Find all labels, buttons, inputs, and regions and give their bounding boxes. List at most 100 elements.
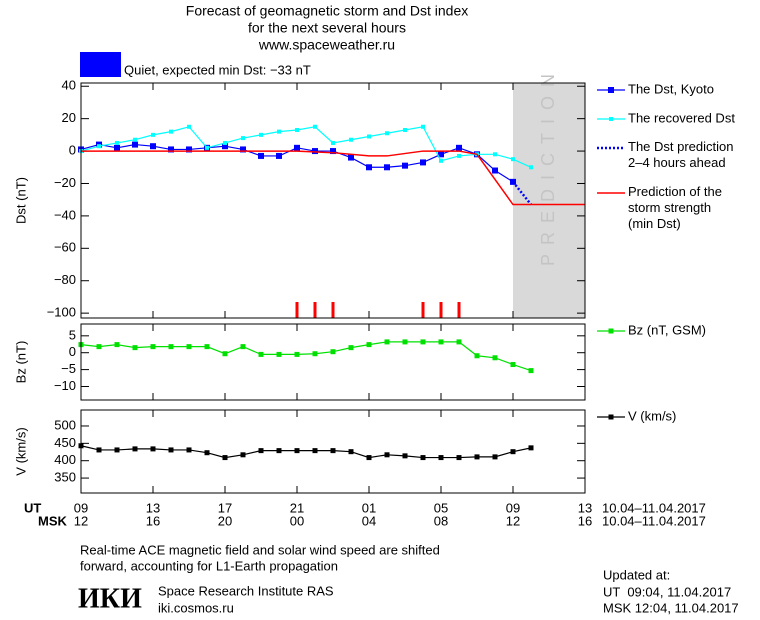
legend-label: Bz (nT, GSM): [628, 322, 706, 337]
y-tick-label: −40: [54, 207, 76, 222]
date-range: 10.04–11.04.2017: [602, 513, 706, 528]
point: [367, 134, 371, 139]
point: [511, 157, 515, 162]
point: [133, 137, 137, 142]
x-tick-label-msk: 08: [434, 513, 448, 528]
msk-label: MSK: [38, 513, 68, 528]
legend-label: The Dst prediction 2–4 hours ahead: [628, 139, 734, 170]
point: [402, 339, 408, 345]
ut-label: UT: [24, 500, 41, 515]
point: [222, 143, 228, 150]
y-tick-label: 40: [62, 78, 76, 93]
panel-frame: [80, 82, 586, 319]
point: [168, 344, 174, 350]
x-tick-label: 05: [434, 500, 448, 515]
point: [384, 164, 390, 171]
point: [348, 154, 354, 161]
point: [457, 153, 461, 158]
point: [456, 144, 462, 151]
point: [277, 129, 281, 134]
x-tick-label-msk: 00: [290, 513, 304, 528]
y-tick-label: 0: [69, 143, 76, 158]
institute: Space Research Institute RAS: [158, 583, 334, 598]
point: [223, 140, 227, 145]
x-tick-label: 13: [578, 500, 592, 515]
point: [420, 339, 426, 345]
y-tick-label: −20: [54, 175, 76, 190]
series-line: [81, 150, 585, 206]
legend-marker: [608, 87, 614, 93]
point: [132, 141, 138, 148]
note-line: forward, accounting for L1-Earth propaga…: [80, 558, 338, 573]
point: [384, 452, 390, 458]
point: [241, 136, 245, 141]
y-tick-label: 350: [54, 470, 76, 485]
point: [510, 362, 516, 368]
x-tick-label-msk: 16: [578, 513, 592, 528]
updated-label: Updated at:: [603, 567, 670, 582]
point: [187, 124, 191, 129]
point: [312, 148, 318, 155]
point: [492, 355, 498, 361]
x-tick-label: 17: [218, 500, 232, 515]
point: [474, 454, 480, 460]
point: [366, 455, 372, 461]
y-tick-label: −60: [54, 240, 76, 255]
x-tick-label: 21: [290, 500, 304, 515]
point: [258, 351, 264, 357]
point: [294, 351, 300, 357]
point: [348, 449, 354, 455]
point: [240, 344, 246, 350]
point: [115, 140, 119, 145]
point: [313, 124, 317, 129]
legend-marker: [608, 328, 614, 334]
point: [114, 342, 120, 348]
point: [438, 455, 444, 461]
point: [168, 447, 174, 453]
title-line: for the next several hours: [248, 20, 406, 36]
point: [456, 455, 462, 461]
point: [150, 143, 156, 150]
legend-label: The Dst, Kyoto: [628, 81, 714, 96]
point: [492, 167, 498, 174]
point: [403, 128, 407, 132]
point: [204, 450, 210, 456]
point: [276, 448, 282, 454]
panel-frame: [80, 323, 586, 401]
y-tick-label: 20: [62, 110, 76, 125]
point: [438, 339, 444, 345]
legend-label: V (km/s): [628, 408, 676, 423]
point: [96, 447, 102, 453]
point: [384, 339, 390, 345]
point: [420, 455, 426, 461]
legend-label: The recovered Dst: [628, 110, 735, 125]
panel-frame: [80, 409, 586, 494]
status-text: Quiet, expected min Dst: −33 nT: [124, 62, 311, 77]
point: [312, 448, 318, 454]
y-axis-label: V (km/s): [13, 427, 28, 475]
updated-msk: MSK 12:04, 11.04.2017: [603, 600, 739, 615]
point: [330, 349, 336, 355]
point: [366, 164, 372, 171]
point: [492, 454, 498, 460]
point: [259, 132, 263, 137]
point: [294, 448, 300, 454]
legend-marker: [609, 117, 613, 121]
point: [528, 368, 534, 374]
point: [294, 144, 300, 151]
point: [402, 162, 408, 169]
legend-marker: [608, 414, 614, 420]
point: [528, 445, 534, 451]
x-tick-label-msk: 12: [74, 513, 88, 528]
y-axis-label: Bz (nT): [13, 341, 28, 384]
title-line: www.spaceweather.ru: [258, 37, 395, 53]
point: [385, 131, 389, 136]
point: [456, 339, 462, 345]
point: [151, 132, 155, 137]
point: [186, 146, 192, 153]
point: [132, 345, 138, 351]
point: [312, 351, 318, 357]
point: [169, 129, 173, 134]
panel: 500 450 400 350 V (km/s) V (km/s): [13, 408, 676, 494]
